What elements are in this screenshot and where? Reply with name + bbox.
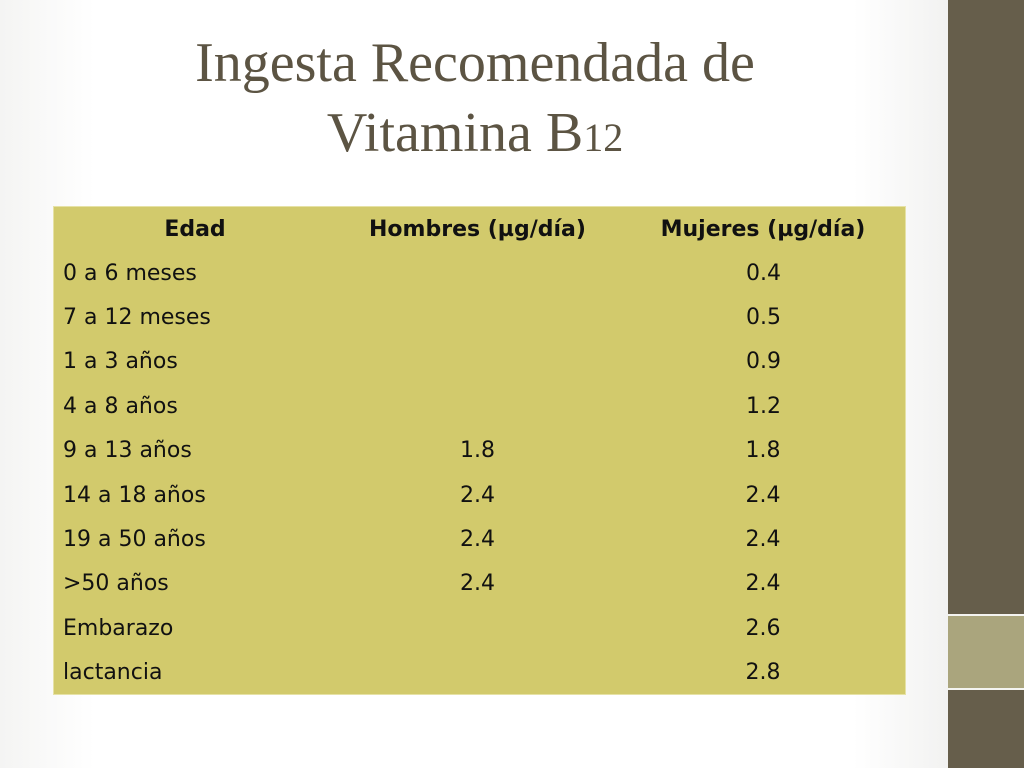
table-row: 1 a 3 años 0.9 [54, 340, 907, 384]
cell-hombres: 1.8 [460, 438, 495, 464]
table-row: 14 a 18 años 2.4 2.4 [54, 473, 907, 517]
cell-mujeres: 2.8 [745, 660, 781, 686]
table-row: 7 a 12 meses 0.5 [54, 295, 907, 339]
table-row: 0 a 6 meses 0.4 [54, 251, 907, 295]
side-bar-accent [948, 614, 1024, 690]
cell-hombres [336, 606, 619, 650]
cell-mujeres: 2.4 [745, 527, 781, 553]
intake-table-container: Edad Hombres (µg/día) Mujeres (µg/día) 0… [53, 206, 906, 695]
cell-combined: 0.5 [336, 295, 907, 339]
title-line-1: Ingesta Recomendada de [195, 32, 755, 94]
title-line-2: Vitamina B12 [60, 98, 890, 173]
table-row: lactancia 2.8 [54, 651, 907, 695]
table-row: >50 años 2.4 2.4 [54, 562, 907, 606]
intake-table: Edad Hombres (µg/día) Mujeres (µg/día) 0… [54, 207, 907, 695]
cell-mujeres: 1.8 [745, 438, 781, 464]
title-line-2-text: Vitamina B [326, 102, 584, 164]
cell-combined: 0.4 [336, 251, 907, 295]
header-hombres: Hombres (µg/día) [369, 216, 586, 242]
cell-edad: >50 años [63, 571, 169, 597]
cell-edad: 19 a 50 años [63, 527, 206, 553]
cell-mujeres: 2.4 [745, 571, 781, 597]
cell-edad: 1 a 3 años [63, 349, 178, 375]
table-row: 19 a 50 años 2.4 2.4 [54, 517, 907, 561]
title-subscript: 12 [583, 115, 624, 160]
cell-edad: 0 a 6 meses [63, 260, 197, 286]
cell-mujeres: 2.4 [745, 482, 781, 508]
cell-hombres: 2.4 [460, 482, 495, 508]
table-row: 4 a 8 años 1.2 [54, 384, 907, 428]
cell-edad: 9 a 13 años [63, 438, 192, 464]
cell-hombres: 2.4 [460, 571, 495, 597]
cell-hombres [336, 651, 619, 695]
cell-combined-value: 0.4 [746, 260, 781, 286]
table-body: 0 a 6 meses 0.4 7 a 12 meses 0.5 1 a 3 a… [54, 251, 907, 695]
table-header-row: Edad Hombres (µg/día) Mujeres (µg/día) [54, 207, 907, 251]
cell-combined: 1.2 [336, 384, 907, 428]
cell-edad: 14 a 18 años [63, 482, 206, 508]
cell-combined-value: 0.9 [746, 349, 781, 375]
cell-edad: 4 a 8 años [63, 393, 178, 419]
table-row: Embarazo 2.6 [54, 606, 907, 650]
cell-combined-value: 1.2 [746, 393, 781, 419]
cell-combined: 0.9 [336, 340, 907, 384]
header-mujeres: Mujeres (µg/día) [660, 216, 866, 242]
table-row: 9 a 13 años 1.8 1.8 [54, 429, 907, 473]
cell-edad: Embarazo [63, 615, 174, 641]
cell-edad: lactancia [63, 660, 163, 686]
cell-combined-value: 0.5 [746, 305, 781, 331]
cell-edad: 7 a 12 meses [63, 305, 211, 331]
cell-hombres: 2.4 [460, 527, 495, 553]
cell-mujeres: 2.6 [745, 615, 781, 641]
header-edad: Edad [164, 216, 226, 242]
slide-title: Ingesta Recomendada de Vitamina B12 [60, 28, 890, 173]
